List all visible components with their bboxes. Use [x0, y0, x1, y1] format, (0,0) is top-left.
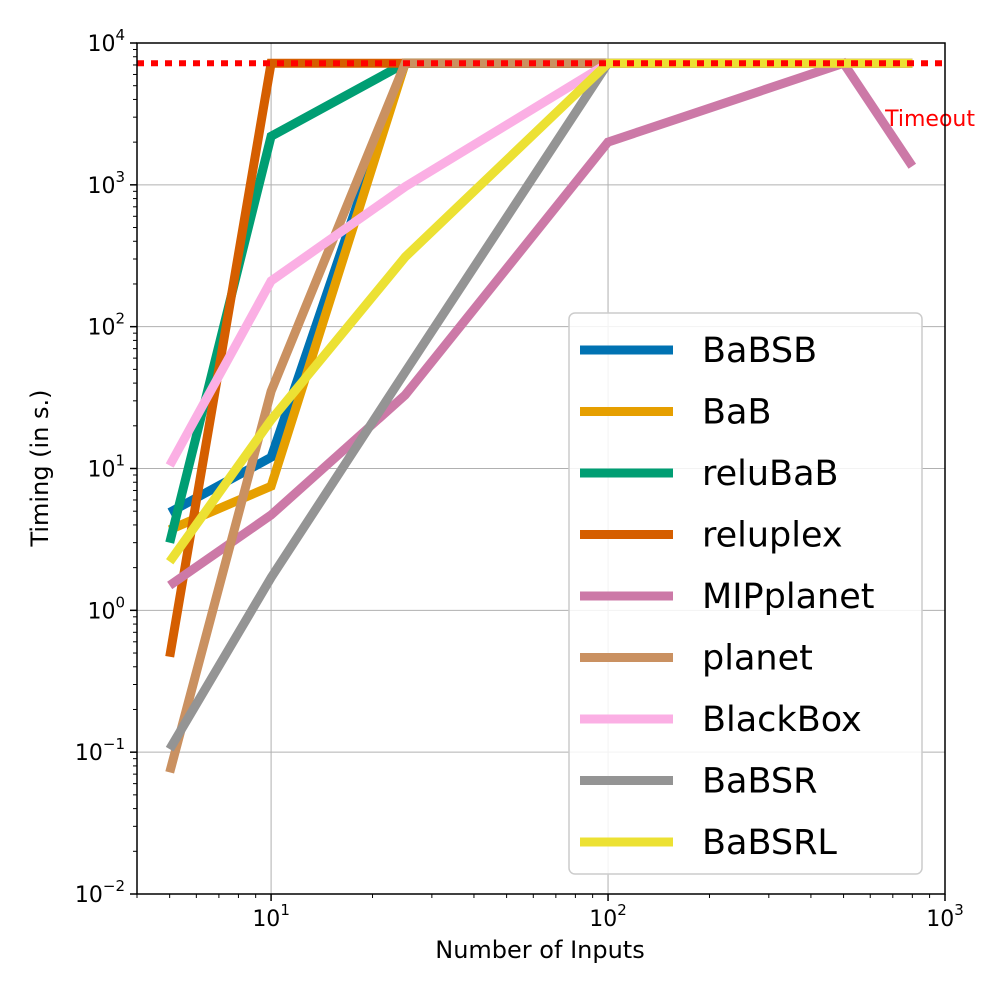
x-tick-label: 101 — [252, 901, 290, 932]
x-axis-label: Number of Inputs — [435, 936, 644, 964]
legend-label-planet: planet — [702, 639, 813, 679]
legend: BaBSB BaB reluBaB reluplex MIPplanet planet Bl… — [568, 312, 923, 875]
legend-label-babsb: BaBSB — [702, 331, 817, 371]
legend-label-reluplex: reluplex — [702, 516, 843, 556]
legend-label-bab: BaB — [702, 393, 771, 433]
y-axis-label: Timing (in s.) — [26, 389, 54, 547]
legend-label-relubab: reluBaB — [702, 454, 839, 494]
legend-label-mipplanet: MIPplanet — [702, 577, 874, 617]
y-tick-label: 10−2 — [75, 877, 125, 908]
timeout-line-group: Timeout — [137, 60, 975, 132]
legend-label-babsr: BaBSR — [702, 762, 817, 802]
legend-label-blackbox: BlackBox — [702, 700, 862, 740]
axes — [130, 42, 946, 901]
x-tick-label: 102 — [589, 901, 627, 932]
series-line-mipplanet — [167, 57, 917, 590]
y-tick-label: 102 — [87, 310, 125, 341]
y-tick-label: 104 — [87, 26, 125, 57]
tick-labels: 101 102 103 10−2 10−1 100 101 102 103 104 — [75, 26, 964, 932]
timeout-label: Timeout — [884, 107, 975, 132]
y-tick-label: 103 — [87, 168, 125, 199]
y-tick-label: 100 — [87, 593, 125, 624]
x-tick-label: 103 — [926, 901, 964, 932]
legend-box — [568, 312, 923, 875]
legend-label-babsrl: BaBSRL — [702, 823, 837, 863]
y-tick-label: 101 — [87, 452, 125, 483]
y-tick-label: 10−1 — [75, 735, 125, 766]
